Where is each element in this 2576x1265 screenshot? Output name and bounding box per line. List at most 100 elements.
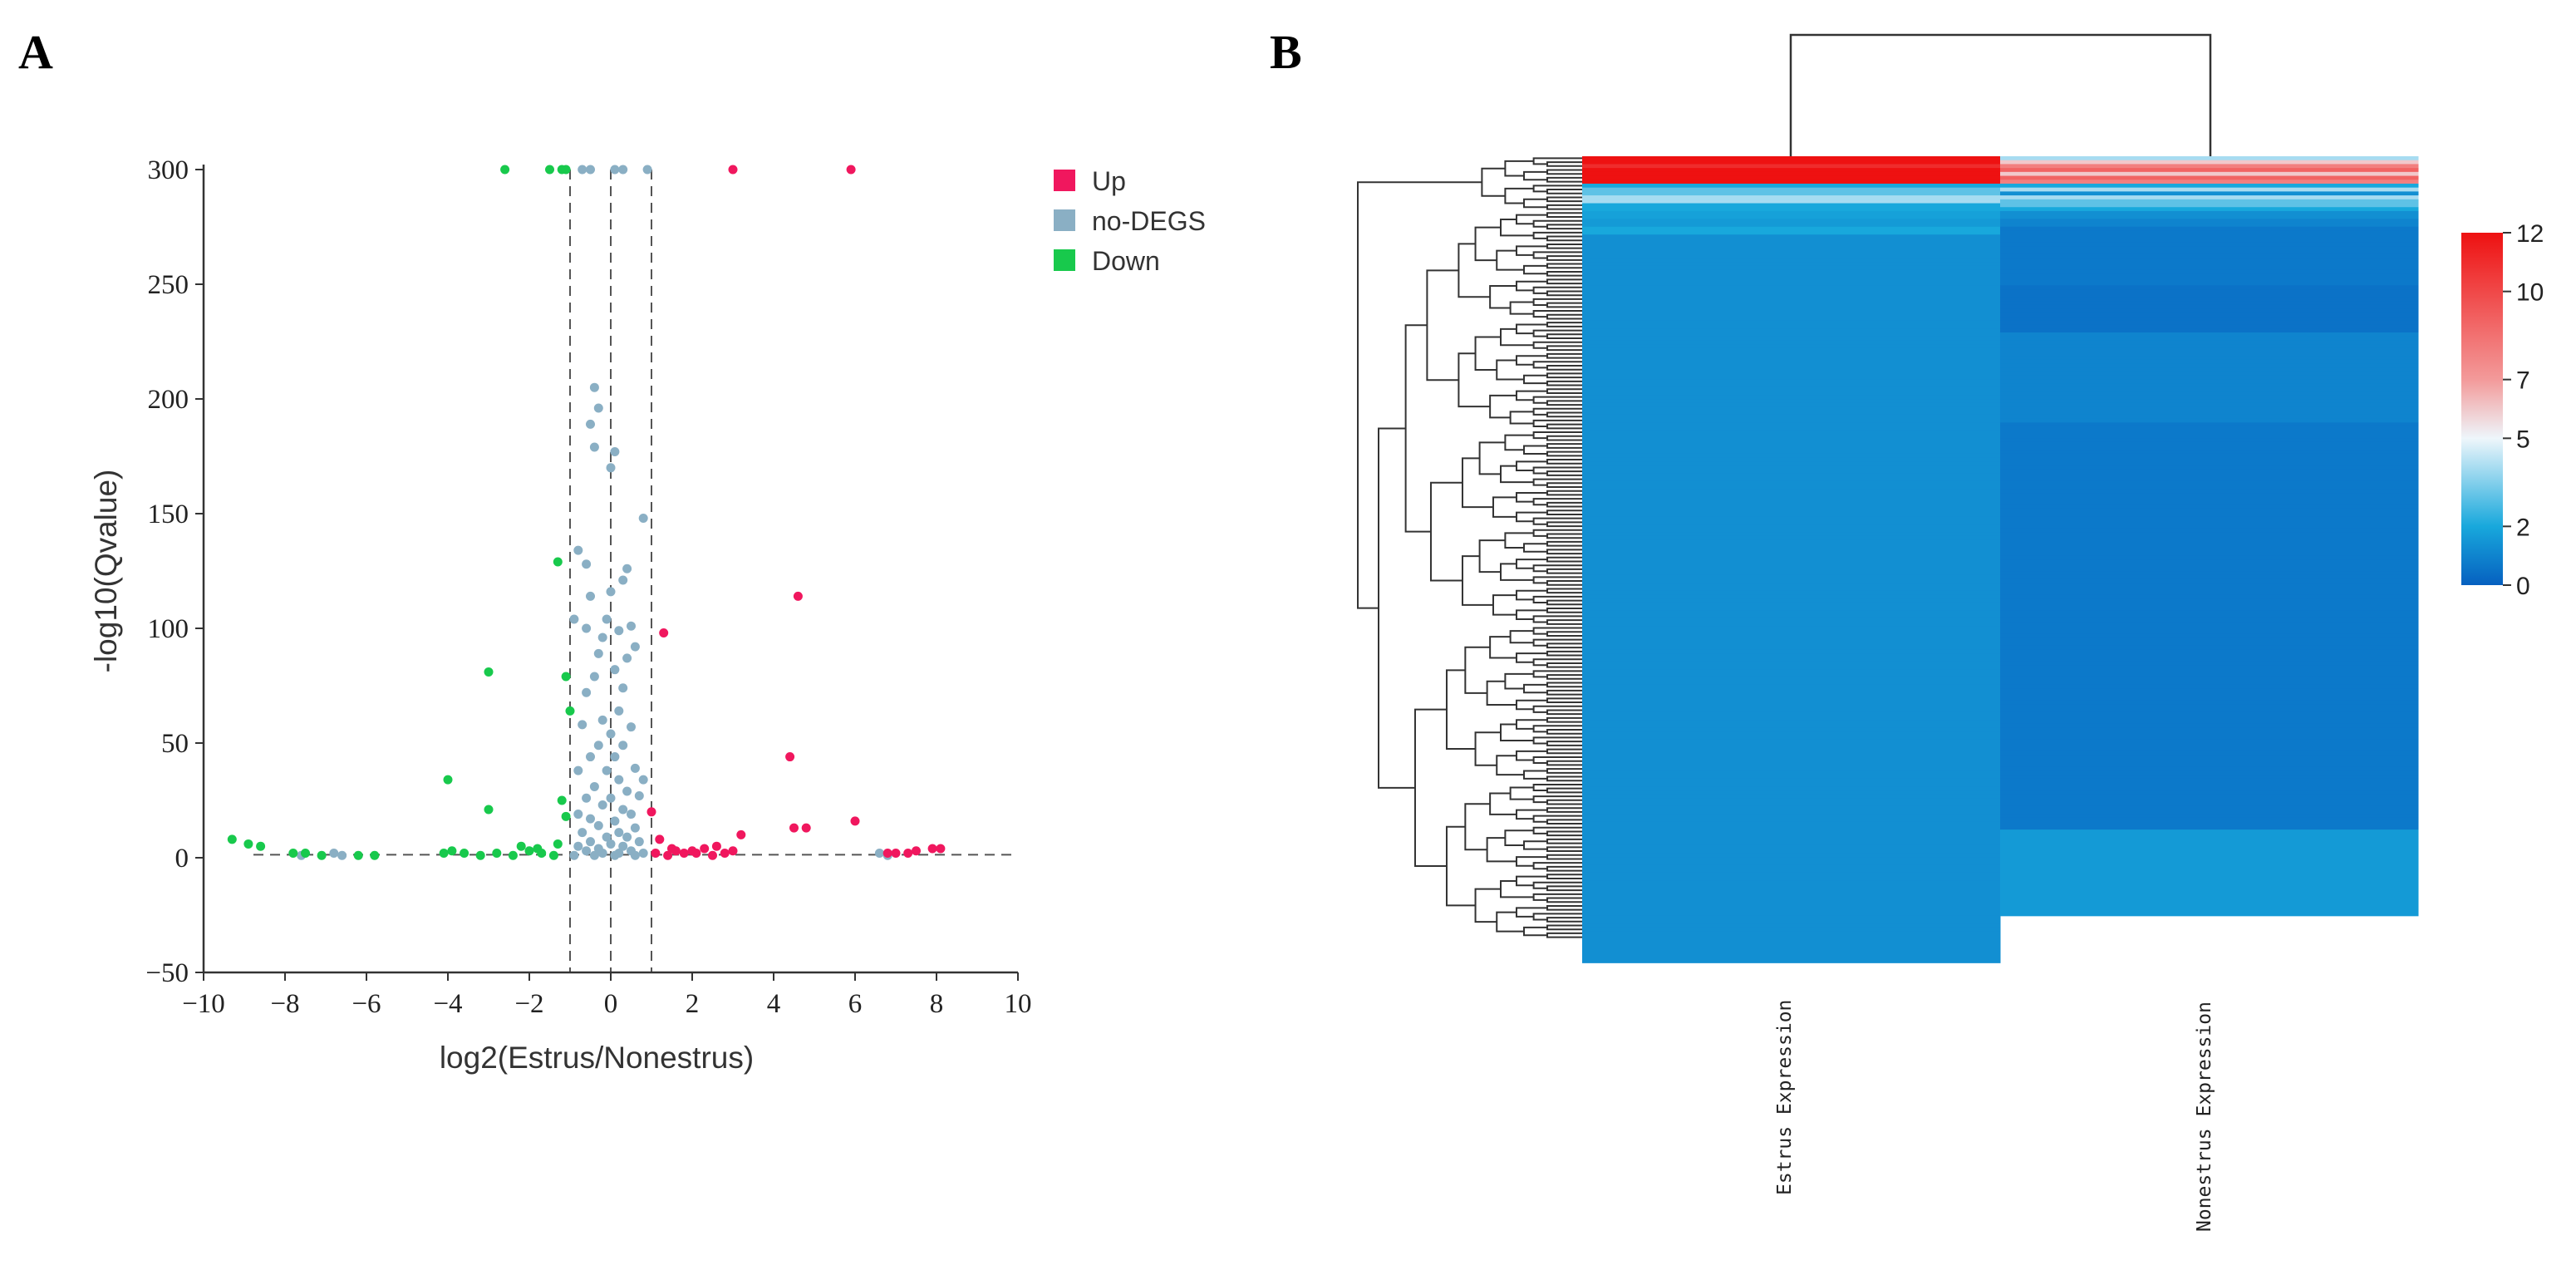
heatmap-cell-nonestrus [2000,293,2419,298]
point-no-degs [622,564,632,573]
heatmap-cell-estrus [1582,657,2001,662]
row-dendrogram-link [1546,885,1582,892]
heatmap-cell-nonestrus [2000,207,2419,212]
heatmap-cell-nonestrus [2000,551,2419,557]
point-no-degs [573,810,583,820]
heatmap-cell-estrus [1582,587,2001,592]
heatmap-cell-nonestrus [2000,430,2419,436]
row-dendrogram-link [1532,286,1582,294]
point-down [370,850,380,860]
heatmap-cell-estrus [1582,645,2001,651]
heatmap-cell-nonestrus [2000,402,2419,408]
point-up [927,844,937,854]
column-label-nonestrus: Nonestrus Expression [2194,1002,2215,1232]
heatmap-cell-estrus [1582,923,2001,928]
heatmap-cell-nonestrus [2000,857,2419,862]
heatmap-cell-estrus [1582,833,2001,839]
row-dendrogram-link [1515,652,1547,663]
heatmap-cell-estrus [1582,175,2001,180]
row-dendrogram-link [1546,580,1582,586]
panel-label-b: B [1270,25,1302,79]
heatmap-cell-nonestrus [2000,711,2419,717]
row-dendrogram-link [1445,825,1476,907]
heatmap-cell-estrus [1582,763,2001,768]
heatmap-cell-nonestrus [2000,908,2419,913]
heatmap-cell-estrus [1582,253,2001,259]
row-dendrogram-link [1546,459,1582,465]
heatmap-cell-nonestrus [2000,669,2419,674]
row-dendrogram-link [1532,298,1582,306]
heatmap-cell-nonestrus [2000,544,2419,549]
heatmap-cell-estrus [1582,234,2001,239]
row-dendrogram-link [1515,323,1547,335]
row-dendrogram-link [1532,638,1582,647]
heatmap-cell-nonestrus [2000,661,2419,666]
heatmap-cell-nonestrus [2000,723,2419,729]
heatmap-cell-estrus [1582,903,2001,908]
heatmap-cell-estrus [1582,363,2001,368]
x-tick-label: 0 [604,989,618,1019]
point-down [565,706,575,716]
heatmap-cell-nonestrus [2000,160,2419,165]
point-no-degs [622,832,632,842]
x-tick-label: 6 [848,989,863,1019]
row-dendrogram-link [1546,450,1582,457]
heatmap-cell-estrus [1582,548,2001,553]
heatmap-cell-estrus [1582,496,2001,502]
heatmap-cell-nonestrus [2000,731,2419,736]
point-up [671,846,681,856]
point-no-degs [589,672,599,682]
heatmap-cell-nonestrus [2000,347,2419,353]
heatmap-cell-nonestrus [2000,567,2419,572]
row-dendrogram-link [1546,917,1582,923]
heatmap-cell-nonestrus [2000,665,2419,670]
row-dendrogram-link [1489,792,1517,815]
heatmap-cell-estrus [1582,450,2001,455]
heatmap-cell-estrus [1582,210,2001,216]
row-dendrogram-link [1546,364,1582,371]
row-dendrogram-link [1532,431,1582,440]
heatmap-cell-estrus [1582,297,2001,302]
row-dendrogram-link [1515,492,1547,503]
row-dendrogram-link [1546,775,1582,782]
row-dendrogram-link [1523,543,1547,553]
point-down [301,848,310,858]
legend-swatch-up [1054,170,1075,191]
heatmap-cell-estrus [1582,567,2001,572]
row-dendrogram-link [1496,249,1524,271]
heatmap-cell-nonestrus [2000,375,2419,381]
heatmap-cell-nonestrus [2000,320,2419,326]
heatmap-cell-nonestrus [2000,775,2419,780]
heatmap-cell-nonestrus [2000,692,2419,697]
point-up [912,846,921,856]
heatmap-cell-estrus [1582,555,2001,560]
heatmap-cell-estrus [1582,872,2001,878]
heatmap-cell-nonestrus [2000,496,2419,502]
point-no-degs [630,850,640,860]
point-up [728,846,738,856]
volcano-points [227,165,946,860]
heatmap-cell-estrus [1582,778,2001,784]
point-down [447,846,457,856]
row-dendrogram-link [1546,568,1582,574]
heatmap-cell-estrus [1582,160,2001,165]
row-dendrogram-link [1515,245,1547,256]
heatmap-cell-estrus [1582,622,2001,627]
heatmap-cell-nonestrus [2000,242,2419,247]
heatmap-cell-estrus [1582,195,2001,200]
heatmap-cell-estrus [1582,821,2001,827]
row-dendrogram-link [1532,310,1582,318]
heatmap-cell-nonestrus [2000,548,2419,553]
heatmap-cell-nonestrus [2000,912,2419,917]
row-dendrogram-link [1546,278,1582,285]
row-dendrogram-link [1546,768,1582,774]
row-dendrogram-link [1532,157,1582,165]
heatmap-cell-nonestrus [2000,688,2419,693]
heatmap-cell-estrus [1582,191,2001,196]
heatmap-cell-estrus [1582,508,2001,514]
heatmap-cell-estrus [1582,544,2001,549]
heatmap-cell-nonestrus [2000,489,2419,494]
heatmap-cell-estrus [1582,594,2001,599]
heatmap-cell-estrus [1582,168,2001,173]
point-down [439,848,449,858]
